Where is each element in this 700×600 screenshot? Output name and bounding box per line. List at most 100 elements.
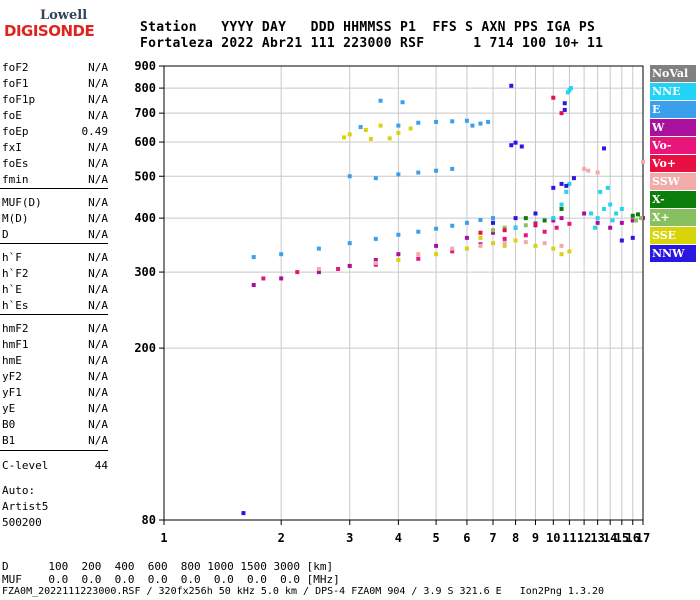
param-value: N/A <box>88 354 108 367</box>
echo-point-vo- <box>567 221 572 226</box>
echo-point-w <box>641 216 645 221</box>
param-row-hmf1: hmF1 N/A <box>2 338 108 353</box>
echo-point-ssw <box>316 266 321 271</box>
echo-point-e <box>450 119 455 124</box>
echo-point-e <box>450 223 455 228</box>
echo-point-w <box>582 211 587 216</box>
legend-item-e: E <box>650 101 696 118</box>
echo-point-w <box>551 218 556 223</box>
param-row-h-e: h`E N/A <box>2 283 108 298</box>
echo-point-ssw <box>559 243 564 248</box>
echo-point-ssw <box>586 168 591 173</box>
echo-point-e <box>251 255 256 260</box>
echo-point-e <box>378 98 383 103</box>
param-separator <box>0 450 108 451</box>
echo-point-vo- <box>533 221 538 226</box>
echo-point-vo- <box>559 111 564 116</box>
echo-point-sse <box>434 252 439 257</box>
echo-point-x- <box>633 218 638 223</box>
echo-point-nne <box>568 86 573 91</box>
echo-point-nne <box>598 189 603 194</box>
auto-code: 500200 <box>2 516 42 529</box>
x-tick-label: 11 <box>562 531 576 545</box>
echo-point-ssw <box>542 241 547 246</box>
param-value: N/A <box>88 173 108 186</box>
legend-item-vo-: Vo+ <box>650 155 696 172</box>
param-row-ye: yE N/A <box>2 402 108 417</box>
y-tick-label: 800 <box>134 81 156 95</box>
echo-point-x- <box>523 223 528 228</box>
echo-point-nnw <box>571 176 576 181</box>
digisonde-logo: Lowell DIGISONDE <box>4 6 100 46</box>
param-value: 0.49 <box>81 125 109 138</box>
echo-point-x- <box>635 212 640 217</box>
y-tick-label: 80 <box>142 513 156 527</box>
param-label: hmE <box>2 354 22 367</box>
echo-point-e <box>396 123 401 128</box>
x-tick-label: 7 <box>489 531 496 545</box>
echo-point-e <box>373 236 378 241</box>
param-separator <box>0 188 108 189</box>
param-value: N/A <box>88 251 108 264</box>
x-tick-label: 6 <box>463 531 470 545</box>
echo-point-nne <box>595 216 600 221</box>
station-header-values: Fortaleza 2022 Abr21 111 223000 RSF 1 71… <box>140 36 604 51</box>
param-value: N/A <box>88 61 108 74</box>
param-row-c-level: C-level 44 <box>2 459 108 474</box>
x-tick-label: 1 <box>160 531 167 545</box>
echo-point-vo- <box>336 266 341 271</box>
echo-point-sse <box>363 127 368 132</box>
footer-file-info: FZA0M_2022111223000.RSF / 320fx256h 50 k… <box>2 586 605 597</box>
echo-point-sse <box>502 243 507 248</box>
param-value: N/A <box>88 402 108 415</box>
echo-point-nne <box>567 181 572 186</box>
param-value: N/A <box>88 157 108 170</box>
echo-point-nne <box>551 216 556 221</box>
echo-point-e <box>279 252 284 257</box>
param-label: hmF1 <box>2 338 29 351</box>
x-tick-label: 3 <box>346 531 353 545</box>
echo-point-ssw <box>641 159 645 164</box>
echo-point-ssw <box>478 243 483 248</box>
param-row-hme: hmE N/A <box>2 354 108 369</box>
echo-point-x- <box>630 213 635 218</box>
echo-point-nnw <box>533 211 538 216</box>
echo-point-sse <box>342 135 347 140</box>
param-separator <box>0 243 108 244</box>
param-value: N/A <box>88 228 108 241</box>
auto-label: Auto: <box>2 484 36 497</box>
param-value: N/A <box>88 418 108 431</box>
param-row-fxi: fxI N/A <box>2 141 108 156</box>
echo-point-w <box>279 276 284 281</box>
echo-point-nne <box>602 206 607 211</box>
echo-point-nne <box>605 185 610 190</box>
echo-point-e <box>358 125 363 130</box>
y-tick-label: 300 <box>134 265 156 279</box>
plot-frame <box>163 65 644 521</box>
echo-point-sse <box>378 123 383 128</box>
echo-point-e <box>434 119 439 124</box>
echo-point-e <box>434 226 439 231</box>
param-row-fmin: fmin N/A <box>2 173 108 188</box>
logo-line2: DIGISONDE <box>4 22 95 40</box>
y-tick-label: 200 <box>134 341 156 355</box>
echo-point-sse <box>490 241 495 246</box>
echo-point-e <box>490 216 495 221</box>
echo-point-sse <box>347 132 352 137</box>
echo-point-e <box>464 118 469 123</box>
auto-artist: Artist5 <box>2 500 49 513</box>
param-label: fxI <box>2 141 22 154</box>
echo-point-ssw <box>373 260 378 265</box>
echo-point-w <box>464 235 469 240</box>
echo-point-ssw <box>450 246 455 251</box>
param-row-fof2: foF2 N/A <box>2 61 108 76</box>
legend-item-noval: NoVal <box>650 65 696 82</box>
footer-distance-row: D 100 200 400 600 800 1000 1500 3000 [km… <box>2 560 334 573</box>
param-value: N/A <box>88 299 108 312</box>
echo-point-e <box>416 120 421 125</box>
direction-legend: NoVal NNE E W Vo- Vo+ SSW X- X+ SSE NNW <box>650 65 696 263</box>
echo-point-sse <box>464 246 469 251</box>
echo-point-sse <box>533 243 538 248</box>
echo-point-nnw <box>619 238 624 243</box>
param-value: N/A <box>88 370 108 383</box>
